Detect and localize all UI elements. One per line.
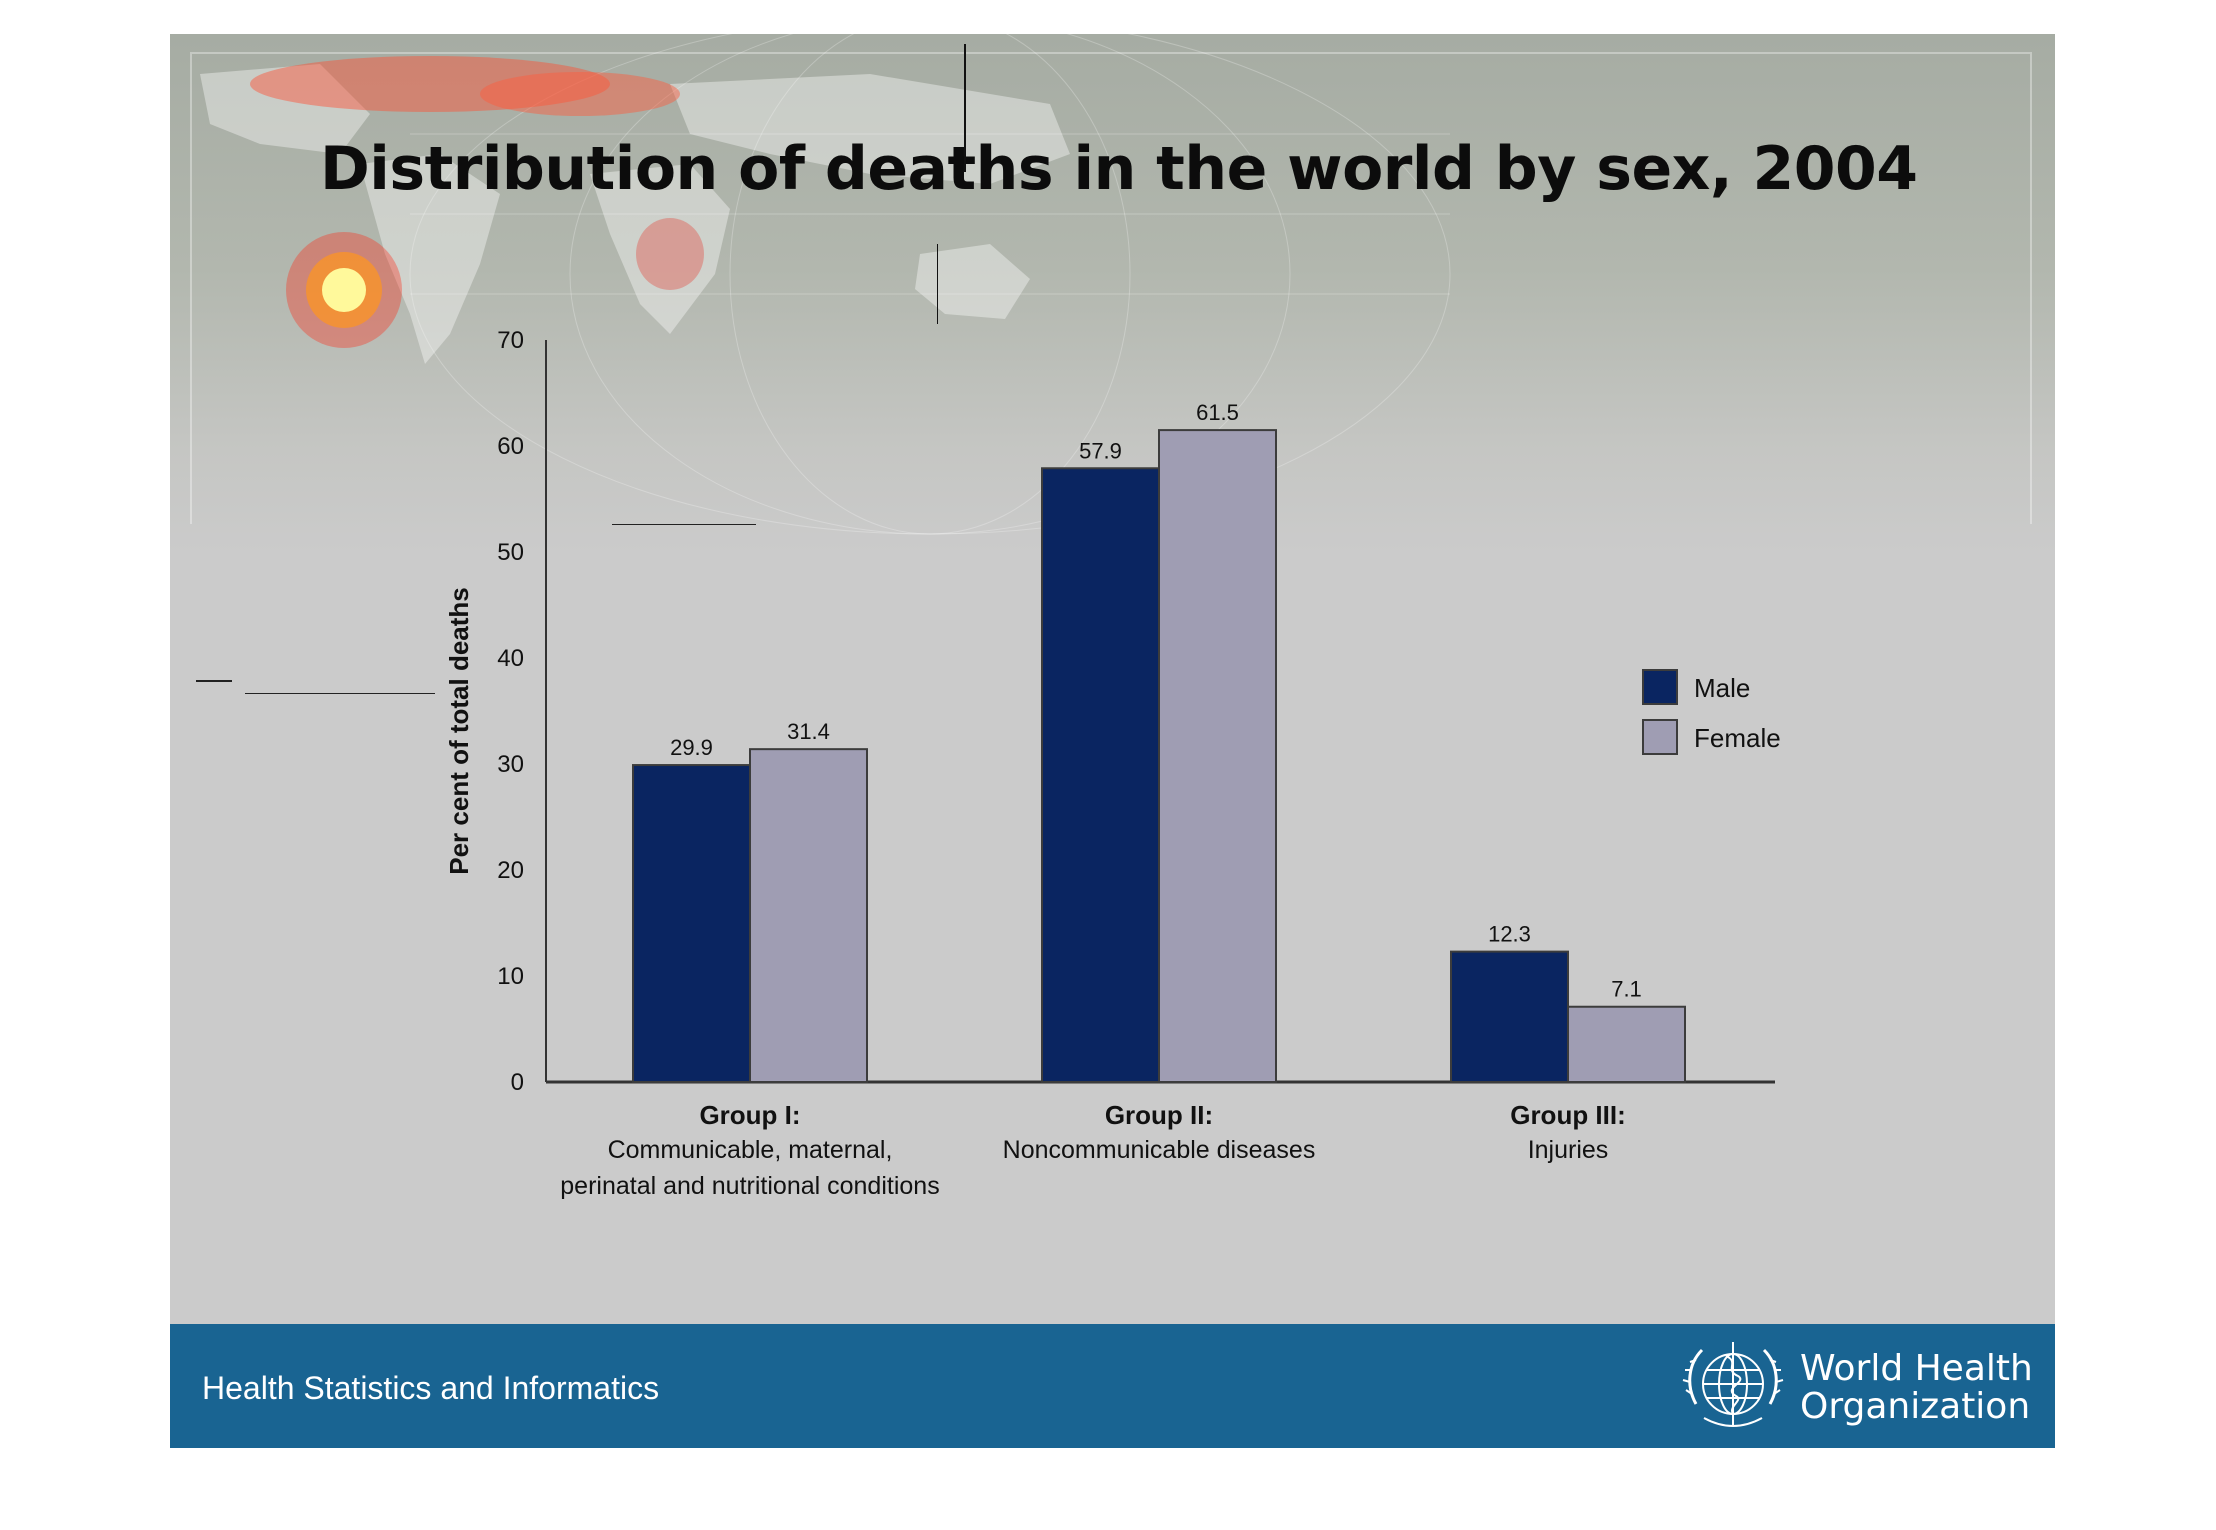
who-emblem-icon (1682, 1342, 1784, 1427)
heatmap-glow (250, 56, 704, 348)
who-wordmark: World Health Organization (1800, 1350, 2033, 1426)
bar-male (632, 764, 751, 1083)
footer-text: Health Statistics and Informatics (202, 1370, 660, 1406)
bar-male (1450, 950, 1569, 1083)
data-label: 7.1 (1611, 977, 1642, 1002)
data-label: 57.9 (1079, 438, 1122, 463)
data-label: 12.3 (1488, 922, 1531, 947)
x-axis-labels: Group I: Communicable, maternal, perinatal… (560, 1100, 1625, 1200)
chart-title: Distribution of deaths in the world by s… (320, 134, 1918, 204)
data-label: 31.4 (787, 719, 830, 744)
annotation-line (937, 244, 938, 324)
legend-label-female: Female (1694, 723, 1781, 753)
y-tick-label: 20 (497, 857, 524, 884)
bar-female (1158, 429, 1277, 1084)
y-axis-label: Per cent of total deaths (444, 587, 474, 875)
annotation-line (196, 680, 232, 682)
category-description: Noncommunicable diseases (1003, 1136, 1316, 1164)
bars: 29.9 57.9 12.3 31.4 61.5 7.1 (632, 400, 1686, 1084)
map-frame (190, 52, 2032, 524)
y-tick-label: 10 (497, 963, 524, 990)
world-map-graphic (200, 34, 1451, 535)
data-label: 61.5 (1196, 400, 1239, 425)
y-tick-label: 30 (497, 751, 524, 778)
category-group-label: Group I: (699, 1100, 800, 1130)
legend-swatch-male (1642, 669, 1678, 705)
category-description: perinatal and nutritional conditions (560, 1172, 939, 1200)
who-name-line1: World Health (1800, 1348, 2033, 1389)
y-tick-label: 50 (497, 539, 524, 566)
data-label: 29.9 (670, 735, 713, 760)
bar-female (1567, 1005, 1686, 1083)
category-group-label: Group III: (1510, 1100, 1626, 1130)
slide: Distribution of deaths in the world by s… (170, 34, 2055, 1448)
legend-label-male: Male (1694, 673, 1750, 703)
annotation-line (964, 44, 966, 172)
category-description: Communicable, maternal, (608, 1136, 893, 1164)
bar-male (1041, 467, 1160, 1083)
annotation-line (245, 693, 435, 694)
legend: Male Female (1642, 669, 1781, 755)
bar-female (749, 748, 868, 1083)
annotation-line (612, 524, 756, 525)
category-description: Injuries (1528, 1136, 1609, 1164)
category-group-label: Group II: (1105, 1100, 1213, 1130)
footer-bar: Health Statistics and Informatics World … (170, 1324, 2055, 1448)
y-tick-label: 70 (497, 327, 524, 354)
y-tick-label: 40 (497, 645, 524, 672)
y-tick-label: 0 (511, 1069, 524, 1096)
legend-swatch-female (1642, 719, 1678, 755)
y-axis: 0 10 20 30 40 50 60 70 Per cent of total deaths (444, 327, 1775, 1096)
who-name-line2: Organization (1800, 1386, 2031, 1427)
y-tick-label: 60 (497, 433, 524, 460)
